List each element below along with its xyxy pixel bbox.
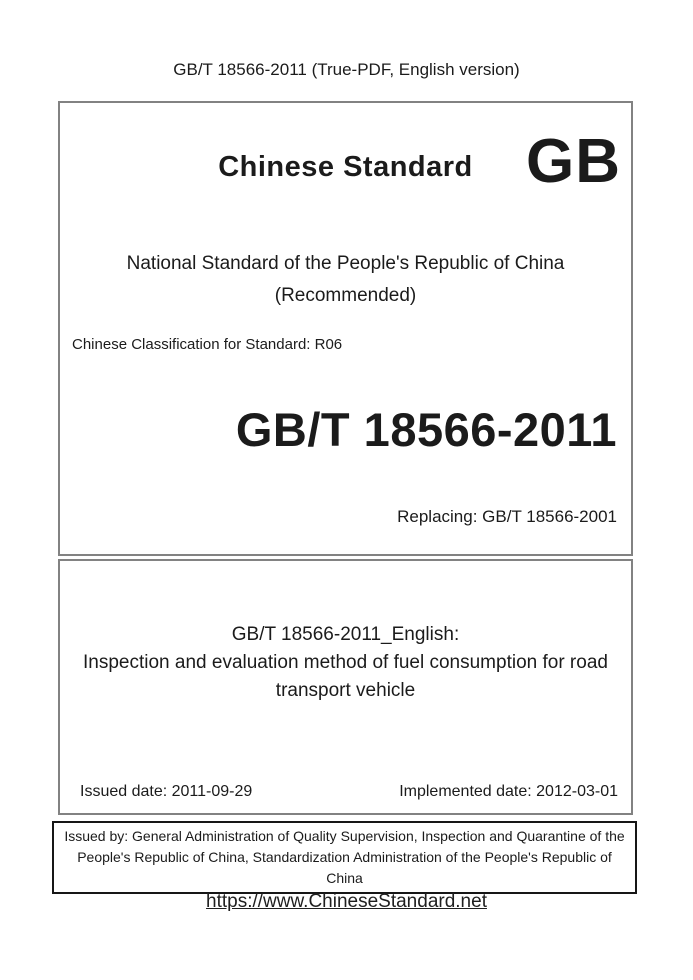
gb-logo: GB bbox=[526, 127, 621, 196]
english-title-label: GB/T 18566-2011_English: bbox=[231, 624, 460, 645]
recommended-line: (Recommended) bbox=[274, 285, 417, 306]
document-header-title: GB/T 18566-2011 (True-PDF, English versi… bbox=[173, 60, 520, 79]
classification-code: Chinese Classification for Standard: R06 bbox=[72, 336, 343, 353]
footer-website-link[interactable]: https://www.ChineseStandard.net bbox=[206, 891, 487, 912]
standard-code: GB/T 18566-2011 bbox=[235, 403, 617, 456]
cover-upper-box: Chinese Standard GB National Standard of… bbox=[58, 101, 633, 556]
dates-row: Issued date: 2011-09-29 Implemented date… bbox=[80, 782, 618, 802]
issued-date: Issued date: 2011-09-29 bbox=[80, 783, 253, 800]
cover-lower-box: GB/T 18566-2011_English: Inspection and … bbox=[58, 559, 633, 815]
issuer-box: Issued by: General Administration of Qua… bbox=[52, 821, 637, 894]
footer: https://www.ChineseStandard.net bbox=[0, 889, 693, 915]
english-title: Inspection and evaluation method of fuel… bbox=[83, 652, 608, 701]
replacing-note: Replacing: GB/T 18566-2001 bbox=[397, 507, 617, 526]
national-standard-line: National Standard of the People's Republ… bbox=[126, 253, 565, 274]
brand-title: Chinese Standard bbox=[218, 151, 473, 183]
english-title-block: GB/T 18566-2011_English: Inspection and … bbox=[60, 621, 631, 705]
national-standard-lines: National Standard of the People's Republ… bbox=[60, 248, 631, 312]
implemented-date: Implemented date: 2012-03-01 bbox=[399, 783, 618, 800]
